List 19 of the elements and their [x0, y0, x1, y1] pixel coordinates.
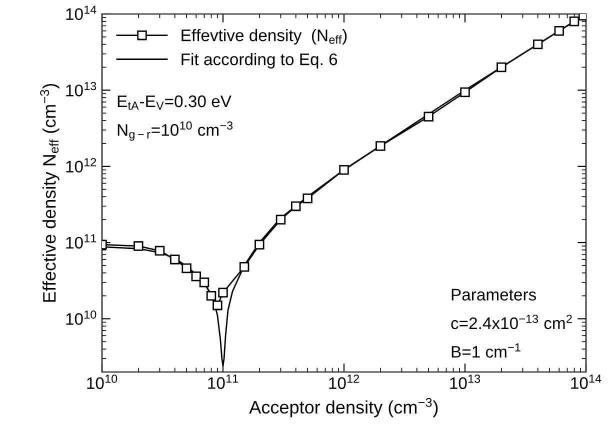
x-tick-label: 10$^{12}$	[329, 374, 359, 390]
x-tick-label: 10$^{10}$	[87, 374, 118, 390]
x-tick-label: 10$^{11}$	[208, 374, 238, 389]
legend-label: Effevtive density (N$_{eff}$)	[182, 29, 347, 45]
annotation: B=1 cm$^{−1}$	[452, 343, 520, 358]
y-tick-label: 10$^{14}$	[66, 6, 96, 20]
y-axis-title: Effective density N$_{eff}$ (cm$^{−3}$)	[40, 84, 60, 302]
x-tick-label: 10$^{14}$	[571, 374, 602, 389]
annotation: Parameters	[452, 288, 536, 301]
annotation: c=2.4x10$^{−13}$ cm$^{2}$	[451, 314, 572, 330]
x-tick-label: 10$^{13}$	[450, 374, 480, 390]
y-tick-label: 10$^{10}$	[66, 310, 96, 325]
y-tick-label: 10$^{11}$	[66, 234, 96, 249]
annotation: N$_{g−r}$=10$^{10}$ cm$^{−3}$	[118, 121, 233, 141]
legend-label: Fit according to Eq. 6	[182, 53, 338, 69]
y-tick-label: 10$^{13}$	[66, 82, 96, 96]
y-tick-label: 10$^{12}$	[66, 158, 96, 173]
x-axis-title: Acceptor density (cm$^{−3}$)	[249, 398, 438, 418]
annotation: E$_{tA}$-E$_{V}$=0.30 eV	[118, 95, 232, 110]
